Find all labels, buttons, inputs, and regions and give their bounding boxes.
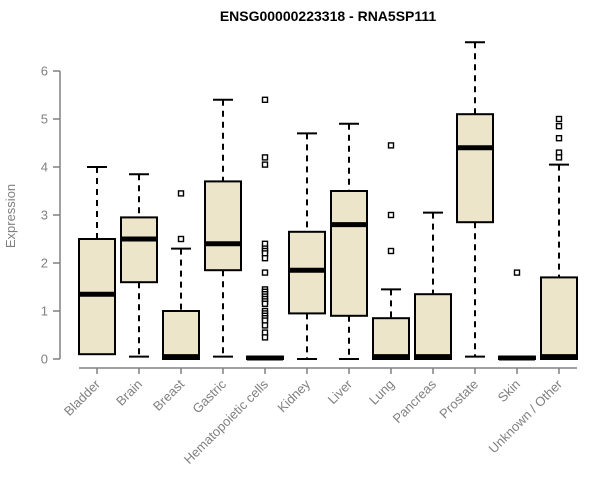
iqr-box <box>120 216 158 284</box>
box-lung <box>372 142 410 361</box>
x-category-label: Pancreas <box>390 376 440 426</box>
y-tick-label: 1 <box>41 304 48 319</box>
y-axis-label: Expression <box>3 184 18 248</box>
boxes-layer <box>78 41 578 361</box>
box-brain <box>120 173 158 358</box>
y-tick-label: 2 <box>41 256 48 271</box>
x-category-label: Bladder <box>61 376 104 419</box>
box-bladder <box>78 166 116 356</box>
x-category-label: Brain <box>113 377 145 409</box>
outlier-point <box>261 96 269 104</box>
box-kidney <box>288 132 326 360</box>
iqr-box <box>372 317 410 361</box>
y-tick-label: 6 <box>41 64 48 79</box>
y-tick-label: 3 <box>41 208 48 223</box>
outlier-point <box>177 235 185 243</box>
box-liver <box>330 122 368 360</box>
x-category-label: Prostate <box>436 377 481 422</box>
iqr-box <box>204 180 242 272</box>
x-category-label: Kidney <box>274 376 313 415</box>
iqr-box <box>456 113 494 224</box>
outlier-point <box>177 190 185 197</box>
outlier-point <box>261 254 269 262</box>
x-category-label: Skin <box>495 377 523 405</box>
outlier-point <box>555 122 563 130</box>
outlier-point <box>261 154 269 161</box>
outlier-point <box>261 269 269 276</box>
outlier-point <box>261 300 269 307</box>
box-breast <box>162 190 200 360</box>
y-tick-label: 0 <box>41 352 48 367</box>
x-category-label: Lung <box>366 377 397 408</box>
x-category-label: Gastric <box>189 376 229 416</box>
x-category-label: Unknown / Other <box>486 376 566 456</box>
outlier-point <box>387 211 395 219</box>
x-category-label: Liver <box>325 376 356 407</box>
box-skin <box>498 269 536 361</box>
box-prostate <box>456 41 494 358</box>
outlier-point <box>555 115 563 123</box>
outlier-point <box>261 161 269 168</box>
outlier-point <box>555 154 563 161</box>
iqr-box <box>330 190 368 317</box>
chart-title: ENSG00000223318 - RNA5SP111 <box>220 8 437 24</box>
box-pancreas <box>414 211 452 361</box>
box-gastric <box>204 98 242 358</box>
x-category-label: Breast <box>150 376 187 413</box>
outlier-point <box>261 322 269 329</box>
outlier-point <box>387 142 395 149</box>
box-hematopoietic-cells <box>246 96 284 361</box>
y-tick-label: 5 <box>41 112 48 127</box>
y-tick-label: 4 <box>41 160 48 175</box>
iqr-box <box>540 276 578 360</box>
outlier-point <box>555 134 563 142</box>
outlier-point <box>513 269 521 276</box>
iqr-box <box>162 310 200 360</box>
outlier-point <box>261 334 269 341</box>
box-unknown-other <box>540 115 578 360</box>
outlier-point <box>387 247 395 255</box>
iqr-box <box>414 293 452 361</box>
